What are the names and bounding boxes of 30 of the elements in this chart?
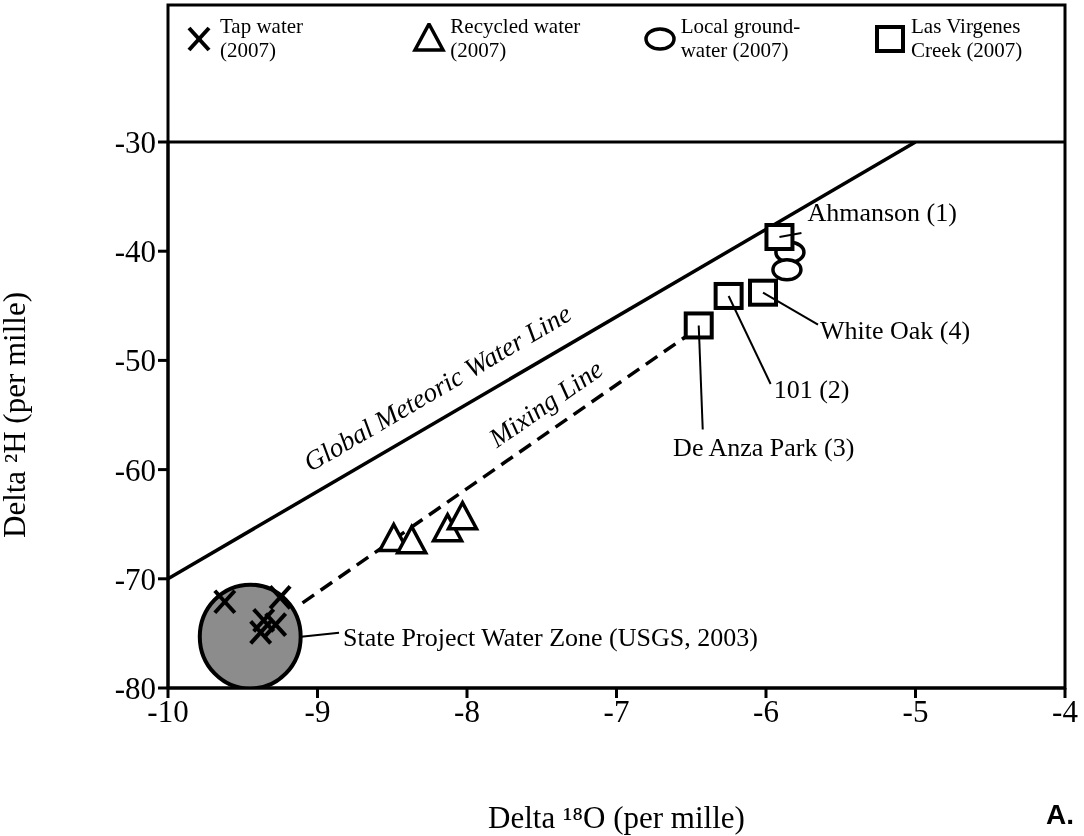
annotation: State Project Water Zone (USGS, 2003) — [343, 622, 758, 652]
legend-label: Las Virgenes Creek (2007) — [910, 14, 1024, 62]
y-tick-label: -50 — [114, 343, 156, 379]
y-tick-label: -40 — [114, 234, 156, 270]
y-tick-label: -70 — [114, 561, 156, 597]
text: A. — [1046, 799, 1074, 830]
legend-label: Tap water (2007) — [220, 14, 305, 62]
point — [748, 278, 779, 307]
x-tick-label: -4 — [1052, 694, 1079, 730]
legend-label: Local ground-water (2007) — [680, 14, 802, 62]
x-tick-label: -7 — [603, 694, 630, 730]
x-tick-label: -6 — [753, 694, 779, 730]
x-tick-label: -8 — [454, 694, 480, 730]
x-axis-title: Delta ¹⁸O (per mille) — [488, 800, 745, 835]
annotation: De Anza Park (3) — [673, 433, 855, 463]
point — [446, 500, 479, 531]
annotation: 101 (2) — [773, 374, 850, 404]
y-tick-label: -60 — [114, 452, 156, 488]
legend-label: Recycled water (2007) — [450, 14, 582, 62]
point — [771, 258, 803, 282]
annotation: Ahmanson (1) — [807, 197, 957, 227]
point — [713, 281, 744, 310]
x-tick-label: -5 — [902, 694, 929, 730]
y-axis-title: Delta ²H (per mille) — [0, 291, 33, 539]
point — [683, 311, 714, 340]
point — [764, 223, 795, 251]
point — [395, 524, 428, 555]
x-tick-label: -9 — [304, 694, 331, 730]
y-tick-label: -30 — [114, 125, 156, 161]
annotation: White Oak (4) — [820, 315, 971, 345]
